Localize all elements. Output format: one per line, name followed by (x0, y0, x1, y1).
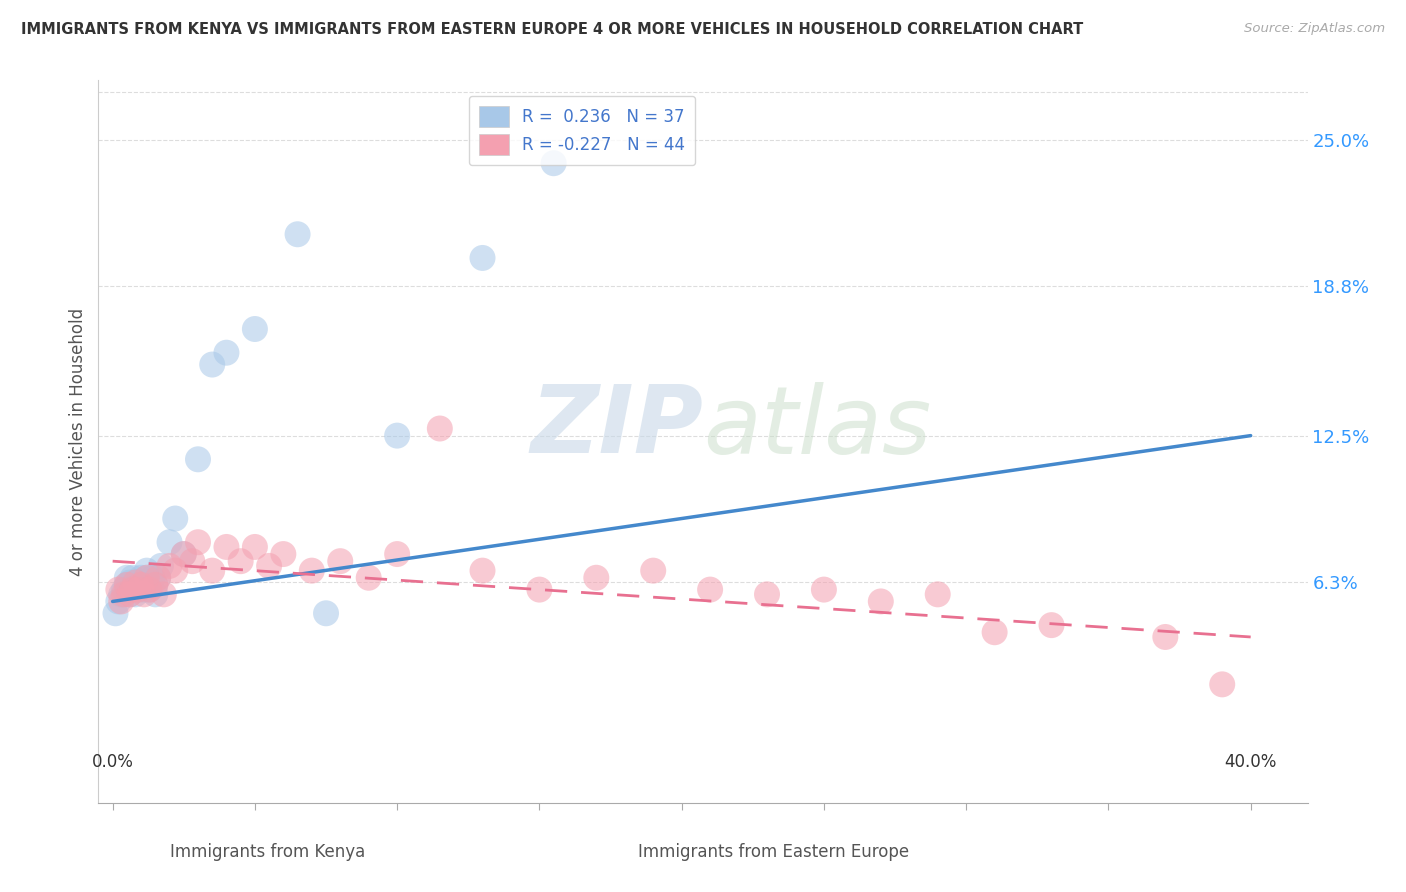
Text: IMMIGRANTS FROM KENYA VS IMMIGRANTS FROM EASTERN EUROPE 4 OR MORE VEHICLES IN HO: IMMIGRANTS FROM KENYA VS IMMIGRANTS FROM… (21, 22, 1084, 37)
Point (141, 571, 163, 585)
Text: atlas: atlas (703, 382, 931, 473)
Point (127, 582, 149, 597)
Point (118, 575, 141, 590)
Point (132, 587, 155, 601)
Point (110, 587, 132, 601)
Point (983, 625, 1005, 640)
Point (124, 578, 146, 592)
Point (127, 582, 149, 597)
Point (118, 587, 141, 601)
Point (1040, 618, 1063, 632)
Point (585, 571, 607, 585)
Point (187, 535, 209, 549)
Point (385, 428, 408, 442)
Point (153, 587, 176, 601)
Point (129, 571, 152, 585)
Point (927, 587, 949, 601)
Point (107, 582, 129, 597)
Point (329, 554, 352, 568)
Point (543, 156, 565, 170)
Point (127, 575, 149, 590)
Point (112, 582, 135, 597)
Point (159, 558, 181, 573)
Point (115, 571, 138, 585)
Text: 0.0%: 0.0% (91, 753, 134, 771)
Point (173, 547, 195, 561)
Point (699, 582, 721, 597)
Y-axis label: 4 or more Vehicles in Household: 4 or more Vehicles in Household (69, 308, 87, 575)
Point (201, 358, 224, 372)
Point (112, 587, 135, 601)
Point (135, 564, 157, 578)
Point (146, 571, 169, 585)
Point (159, 535, 181, 549)
Point (243, 322, 266, 336)
Point (1211, 677, 1233, 691)
Point (869, 594, 891, 608)
Point (471, 564, 494, 578)
Point (118, 587, 141, 601)
Point (121, 582, 143, 597)
Point (143, 587, 166, 601)
Point (121, 571, 143, 585)
Point (115, 578, 138, 592)
Point (138, 582, 160, 597)
Point (429, 421, 451, 435)
Point (165, 564, 187, 578)
Point (201, 564, 224, 578)
Point (115, 578, 138, 592)
Point (129, 578, 152, 592)
Point (181, 554, 204, 568)
Point (143, 578, 166, 592)
Text: 40.0%: 40.0% (1225, 753, 1277, 771)
Point (301, 564, 323, 578)
Legend: R =  0.236   N = 37, R = -0.227   N = 44: R = 0.236 N = 37, R = -0.227 N = 44 (470, 95, 695, 165)
Point (124, 587, 146, 601)
Point (813, 582, 835, 597)
Point (132, 582, 155, 597)
Text: Source: ZipAtlas.com: Source: ZipAtlas.com (1244, 22, 1385, 36)
Point (215, 345, 238, 359)
Point (173, 547, 195, 561)
Point (124, 575, 146, 590)
Point (287, 227, 309, 242)
Point (150, 558, 173, 573)
Point (165, 511, 187, 525)
Point (146, 571, 169, 585)
Point (135, 571, 157, 585)
Point (135, 571, 157, 585)
Point (143, 578, 166, 592)
Point (121, 582, 143, 597)
Point (529, 582, 551, 597)
Point (229, 554, 252, 568)
Point (110, 594, 132, 608)
Point (357, 571, 380, 585)
Text: Immigrants from Eastern Europe: Immigrants from Eastern Europe (638, 843, 908, 861)
Text: ZIP: ZIP (530, 381, 703, 473)
Text: Immigrants from Kenya: Immigrants from Kenya (170, 843, 364, 861)
Point (187, 452, 209, 467)
Point (257, 558, 280, 573)
Point (385, 547, 408, 561)
Point (643, 564, 665, 578)
Point (215, 540, 238, 554)
Point (129, 578, 152, 592)
Point (315, 607, 337, 621)
Point (243, 540, 266, 554)
Point (471, 251, 494, 265)
Point (138, 582, 160, 597)
Point (104, 607, 127, 621)
Point (107, 594, 129, 608)
Point (1154, 630, 1177, 644)
Point (756, 587, 779, 601)
Point (273, 547, 295, 561)
